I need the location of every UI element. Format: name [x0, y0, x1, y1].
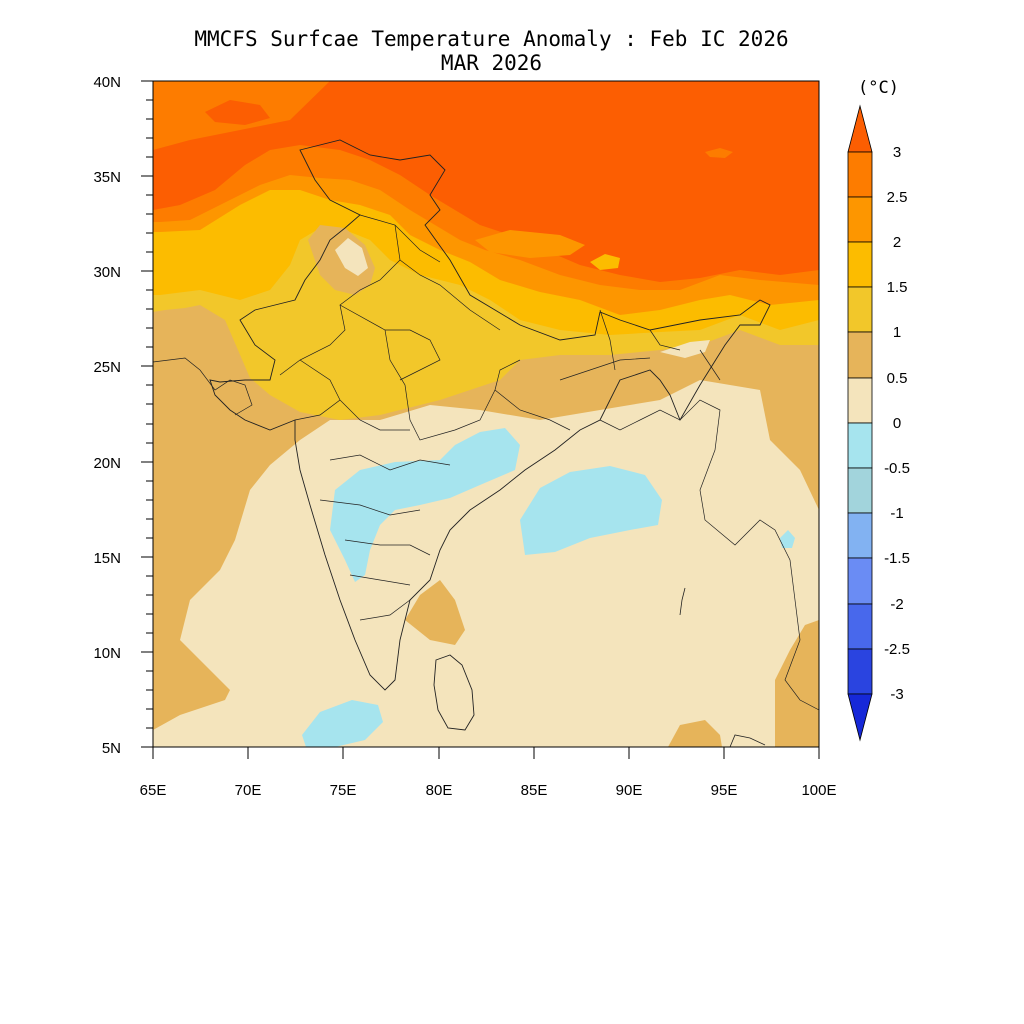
anomaly-minus0.5-to-0-central-india — [330, 428, 520, 582]
anomaly-minus0.5-to-0-arabian-sea — [302, 700, 383, 747]
colorbar-bin — [847, 331, 873, 379]
colorbar-bin — [847, 151, 873, 198]
colorbar-labels: 3 2.5 2 1.5 1 0.5 0 -0.5 -1 -1.5 -2 -2.5… — [884, 144, 910, 703]
colorbar-bottom-arrow — [847, 693, 873, 742]
anomaly-minus0.5-to-0-bay-of-bengal — [520, 466, 662, 555]
anomaly-0.5-to-1-south-tip — [405, 580, 465, 645]
map-subtitle: MAR 2026 — [440, 51, 543, 75]
lat-label-30n: 30N — [93, 264, 121, 281]
colorbar-label: 1.5 — [887, 279, 908, 296]
anomaly-1.5-to-2-patch — [590, 254, 620, 270]
lat-axis — [141, 80, 153, 748]
state-boundaries — [279, 214, 721, 621]
colorbar-bin — [847, 603, 873, 650]
colorbar-top-arrow — [847, 104, 873, 153]
colorbar-label: 2.5 — [887, 189, 908, 206]
colorbar-label: 2 — [893, 234, 901, 251]
lat-label-20n: 20N — [93, 455, 121, 472]
map-frame — [152, 80, 820, 748]
lon-label-75e: 75E — [330, 782, 357, 799]
lon-label-80e: 80E — [426, 782, 453, 799]
lon-label-85e: 85E — [521, 782, 548, 799]
colorbar-bin — [847, 557, 873, 605]
lat-label-15n: 15N — [93, 550, 121, 567]
colorbar-label: -2.5 — [884, 641, 910, 658]
anomaly-field — [153, 81, 819, 747]
anomaly-2.5-to-3-patch — [705, 148, 733, 158]
anomaly-0.5-to-1-spot — [668, 720, 722, 747]
anomaly-0-to-0.5-himalaya — [335, 238, 368, 276]
anomaly-above-3-northwest — [205, 100, 270, 125]
lon-axis — [152, 747, 820, 759]
andaman-outline — [679, 587, 686, 616]
pakistan-border — [153, 357, 253, 416]
colorbar-bin — [847, 286, 873, 333]
colorbar-bin — [847, 196, 873, 243]
lon-tick-labels: 65E 70E 75E 80E 85E 90E 95E 100E — [140, 782, 837, 799]
lon-label-70e: 70E — [235, 782, 262, 799]
units-label: (°C) — [858, 78, 899, 98]
lat-label-40n: 40N — [93, 74, 121, 91]
colorbar-label: 3 — [893, 144, 901, 161]
lon-label-65e: 65E — [140, 782, 167, 799]
lat-tick-labels: 40N 35N 30N 25N 20N 15N 10N 5N — [93, 74, 121, 757]
colorbar-label: 0.5 — [887, 370, 908, 387]
colorbar-bin — [847, 377, 873, 424]
malay-peninsula-outline — [729, 734, 766, 747]
lat-label-5n: 5N — [102, 740, 121, 757]
bangladesh-myanmar-outline — [599, 399, 819, 711]
colorbar-bin — [847, 467, 873, 514]
colorbar-label: 0 — [893, 415, 901, 432]
anomaly-above-3-region — [153, 81, 819, 282]
lat-label-10n: 10N — [93, 645, 121, 662]
colorbar-label: -2 — [890, 596, 903, 613]
anomaly-0-to-0.5-northeast — [660, 340, 710, 358]
colorbar-bin — [847, 648, 873, 695]
colorbar-bin — [847, 241, 873, 288]
colorbar-label: 1 — [893, 324, 901, 341]
india-outline — [209, 139, 771, 691]
lat-label-35n: 35N — [93, 169, 121, 186]
lon-label-90e: 90E — [616, 782, 643, 799]
boundaries — [153, 139, 819, 747]
colorbar-label: -3 — [890, 686, 903, 703]
map-title: MMCFS Surfcae Temperature Anomaly : Feb … — [194, 27, 789, 51]
lon-label-100e: 100E — [801, 782, 836, 799]
sri-lanka-outline — [433, 654, 475, 731]
colorbar-label: -0.5 — [884, 460, 910, 477]
colorbar-bin — [847, 422, 873, 469]
anomaly-2-to-2.5-patch — [475, 230, 585, 258]
lon-label-95e: 95E — [711, 782, 738, 799]
anomaly-minus0.5-to-0-andaman — [780, 530, 795, 548]
anomaly-0.5-to-1-southeast — [775, 620, 819, 747]
colorbar-label: -1.5 — [884, 550, 910, 567]
colorbar — [847, 104, 873, 742]
colorbar-bin — [847, 512, 873, 559]
colorbar-label: -1 — [890, 505, 903, 522]
lat-label-25n: 25N — [93, 359, 121, 376]
